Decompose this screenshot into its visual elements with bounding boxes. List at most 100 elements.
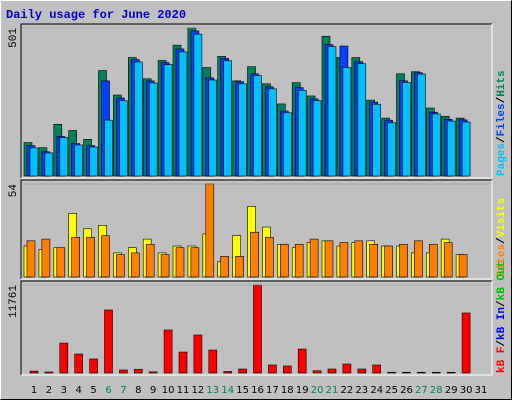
bar [145,243,155,278]
bar [417,371,426,374]
bar [44,152,54,177]
x-tick-label: 28 [430,385,443,396]
x-tick-label: 31 [475,385,488,396]
bar [29,370,39,374]
bar [86,237,95,278]
bar [250,231,259,278]
x-tick-label: 13 [206,385,219,396]
bar [193,33,203,177]
x-tick-label: 24 [370,385,383,396]
x-tick-label: 23 [355,385,368,396]
x-tick-label: 17 [266,385,279,396]
bar [443,242,453,278]
bar [101,235,110,278]
bar [309,238,319,278]
x-tick-label: 4 [76,385,82,396]
bar [163,329,173,374]
bar [163,64,173,177]
bar [297,90,307,177]
bar [327,46,337,177]
x-tick-label: 2 [46,385,52,396]
x-tick-label: 8 [135,385,141,396]
bar [342,363,352,374]
bar [294,243,304,278]
bar [265,237,274,278]
bar [190,247,200,278]
x-tick-label: 29 [445,385,458,396]
panel-bevel [21,281,493,376]
bar [253,75,262,177]
bar [372,364,382,374]
bar [119,369,128,374]
bar [417,73,426,177]
bar [402,82,411,177]
bar [178,351,188,374]
bar [104,309,113,374]
bar [131,252,140,278]
bar [384,245,393,278]
x-tick-label: 19 [296,385,309,396]
x-tick-label: 26 [400,385,413,396]
bar [116,254,125,278]
legend-separator: / [496,237,508,244]
bar [59,342,69,374]
legend-entry: Files [496,103,508,136]
bar [312,370,322,374]
bar [178,51,188,177]
bar [160,254,170,278]
bar [282,365,292,374]
x-tick-label: 3 [61,385,67,396]
bar [175,247,185,278]
bar [193,334,203,374]
bar [461,312,471,374]
x-tick-label: 14 [221,385,234,396]
legend-separator: / [496,300,508,307]
bar [74,144,83,177]
x-tick-label: 30 [460,385,473,396]
bar [431,371,441,374]
x-tick-label: 18 [281,385,294,396]
legend: kB F/kB In/kB Out [496,261,508,373]
bar [414,240,423,278]
legend-entry: kB Out [496,261,508,301]
panel-bevel [20,280,492,375]
bar [238,83,247,177]
bar [148,82,158,177]
x-tick-label: 5 [90,385,96,396]
legend-entry: Pages [496,143,508,176]
x-tick-label: 16 [251,385,264,396]
bar [44,371,54,374]
x-tick-label: 20 [311,385,324,396]
bar [372,103,382,177]
legend: Sites/Visits [496,198,508,277]
bar [238,368,247,374]
bar [119,100,128,177]
x-tick-label: 7 [120,385,126,396]
bar [354,240,364,278]
bar [26,240,36,278]
bar [282,112,292,177]
bar [446,120,456,177]
bar [134,61,143,177]
bar [446,371,456,374]
x-tick-label: 25 [385,385,398,396]
bar [104,119,113,177]
legend-entry: Hits [496,70,508,96]
bar [41,238,51,278]
y-tick-label: 501 [8,28,20,48]
chart-title: Daily usage for June 2020 [6,8,186,22]
bar [205,183,215,278]
bar [235,256,244,278]
x-tick-label: 21 [326,385,339,396]
legend-entry: Visits [496,198,508,238]
legend: Pages/Files/Hits [496,70,508,176]
bar [428,243,438,278]
bar [279,243,289,278]
x-tick-label: 1 [31,385,37,396]
bar [89,358,98,374]
x-tick-label: 10 [162,385,175,396]
bar [29,147,39,177]
bar [357,63,367,177]
